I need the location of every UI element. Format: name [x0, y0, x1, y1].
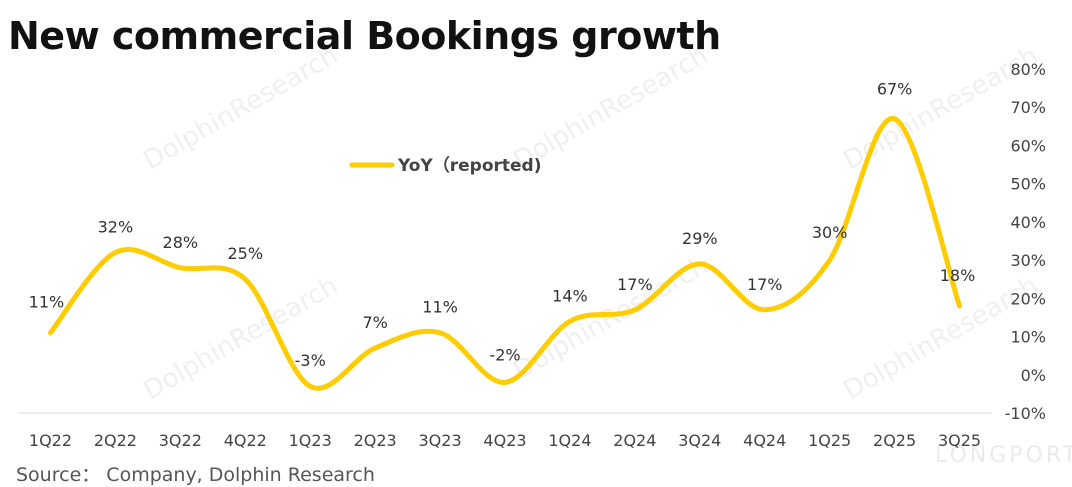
watermark-1: DolphinResearch — [139, 41, 344, 177]
x-tick-label: 2Q22 — [94, 431, 137, 450]
x-tick-label: 2Q25 — [873, 431, 916, 450]
data-label: 17% — [747, 275, 783, 294]
data-label: 14% — [552, 286, 588, 305]
data-label: 18% — [940, 266, 976, 285]
x-tick-label: 2Q23 — [354, 431, 397, 450]
x-tick-label: 3Q22 — [159, 431, 202, 450]
x-axis-ticks: 1Q22 2Q22 3Q22 4Q22 1Q23 2Q23 3Q23 4Q23 1Q24 2Q24… — [29, 431, 981, 450]
data-labels: 11% 32% 28% 25% -3% 7% 11% -2% 14% 17% 29% 17% 30% 67… — [29, 80, 976, 371]
y-tick-label: 10% — [1010, 328, 1046, 347]
data-label: 17% — [617, 275, 653, 294]
y-tick-label: -10% — [1005, 404, 1046, 423]
x-tick-label: 1Q23 — [289, 431, 332, 450]
x-tick-label: 1Q24 — [548, 431, 591, 450]
y-tick-label: 20% — [1010, 289, 1046, 308]
data-label: 30% — [812, 223, 848, 242]
y-tick-label: 60% — [1010, 136, 1046, 155]
x-tick-label: 4Q22 — [224, 431, 267, 450]
legend-label: YoY（reported) — [397, 155, 541, 176]
data-label: 32% — [98, 217, 134, 236]
data-label: 11% — [422, 298, 458, 317]
data-label: 67% — [877, 80, 913, 99]
data-label: 28% — [163, 233, 199, 252]
x-tick-label: 4Q23 — [483, 431, 526, 450]
y-tick-label: 40% — [1010, 213, 1046, 232]
data-label: -2% — [489, 345, 520, 364]
data-label: 25% — [227, 244, 263, 263]
y-tick-label: 0% — [1021, 366, 1046, 385]
x-tick-label: 3Q23 — [418, 431, 461, 450]
y-axis: -10% 0% 10% 20% 30% 40% 50% 60% 70% 80% — [1005, 60, 1046, 423]
x-tick-label: 4Q24 — [743, 431, 786, 450]
legend: YoY（reported) — [352, 155, 541, 176]
x-tick-label: 3Q25 — [938, 431, 981, 450]
data-label: 7% — [362, 313, 387, 332]
y-tick-label: 30% — [1010, 251, 1046, 270]
x-tick-label: 2Q24 — [613, 431, 656, 450]
y-tick-label: 50% — [1010, 175, 1046, 194]
y-tick-label: 70% — [1010, 98, 1046, 117]
y-tick-label: 80% — [1010, 60, 1046, 79]
data-label: 11% — [29, 293, 65, 312]
x-tick-label: 3Q24 — [678, 431, 721, 450]
x-tick-label: 1Q22 — [29, 431, 72, 450]
data-label: -3% — [295, 351, 326, 370]
x-tick-label: 1Q25 — [808, 431, 851, 450]
data-label: 29% — [682, 229, 718, 248]
source-note: Source： Company, Dolphin Research — [16, 460, 375, 487]
